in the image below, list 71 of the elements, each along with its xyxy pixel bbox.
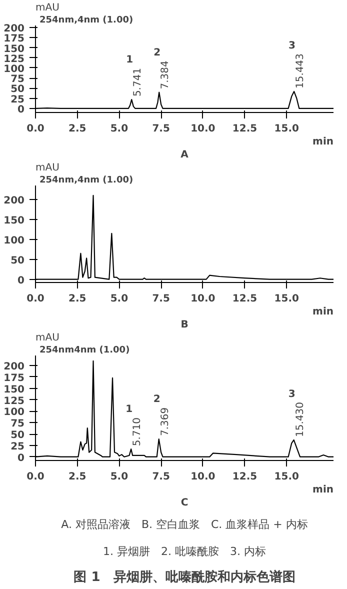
x-tick-label: 0.0 bbox=[26, 124, 44, 134]
chart-subtitle: 254nm4nm (1.00) bbox=[40, 346, 130, 356]
text: 图 1 异烟肼、吡嗪酰胺和内标色谱图 bbox=[74, 568, 296, 585]
x-tick-label: 10.0 bbox=[190, 472, 216, 482]
x-tick-label: 0.0 bbox=[26, 294, 44, 304]
y-tick-label: 150 bbox=[4, 384, 25, 396]
y-tick-label: 175 bbox=[4, 372, 25, 384]
y-tick-label: 75 bbox=[10, 418, 25, 430]
y-tick-label: 200 bbox=[4, 362, 25, 373]
x-tick-label: 12.5 bbox=[232, 124, 258, 134]
annotation: 5.741 bbox=[132, 68, 144, 97]
annotation: 7.384 bbox=[160, 60, 172, 90]
x-axis-title: min bbox=[312, 136, 334, 148]
y-tick-label: 150 bbox=[4, 44, 25, 55]
y-tick-label: 50 bbox=[10, 84, 25, 96]
y-tick-label: 75 bbox=[10, 74, 25, 86]
y-tick-label: 175 bbox=[4, 34, 25, 45]
text: C bbox=[180, 498, 188, 508]
x-axis-title: min bbox=[312, 306, 334, 318]
y-tick-label: 100 bbox=[4, 235, 25, 246]
y-tick-label: 50 bbox=[10, 255, 25, 266]
x-tick-label: 2.5 bbox=[68, 472, 86, 482]
text: A. 对照品溶液 B. 空白血浆 C. 血浆样品 + 内标 bbox=[61, 518, 308, 532]
y-tick-label: 200 bbox=[4, 195, 25, 206]
y-axis-title: mAU bbox=[36, 162, 60, 174]
text: A bbox=[180, 150, 189, 160]
x-tick-label: 7.5 bbox=[152, 294, 170, 304]
x-tick-label: 10.0 bbox=[190, 124, 216, 134]
text: B bbox=[180, 320, 188, 330]
x-tick-label: 15.0 bbox=[274, 124, 299, 134]
y-tick-label: 125 bbox=[4, 54, 25, 65]
annotation: 1 bbox=[126, 404, 133, 416]
y-tick-label: 0 bbox=[18, 452, 25, 464]
x-tick-label: 12.5 bbox=[232, 294, 258, 304]
annotation: 3 bbox=[288, 388, 296, 400]
y-axis-title: mAU bbox=[36, 2, 60, 14]
x-tick-label: 5.0 bbox=[110, 472, 128, 482]
annotation: 2 bbox=[154, 47, 161, 58]
y-tick-label: 200 bbox=[4, 24, 25, 35]
x-tick-label: 5.0 bbox=[110, 294, 128, 304]
y-tick-label: 100 bbox=[4, 407, 25, 418]
annotation: 15.430 bbox=[294, 402, 306, 437]
chart-subtitle: 254nm,4nm (1.00) bbox=[40, 176, 134, 186]
y-tick-label: 25 bbox=[10, 441, 25, 452]
x-tick-label: 2.5 bbox=[68, 294, 86, 304]
x-tick-label: 10.0 bbox=[190, 294, 216, 304]
chart-subtitle: 254nm,4nm (1.00) bbox=[40, 16, 134, 26]
x-tick-label: 5.0 bbox=[110, 124, 128, 134]
x-tick-label: 15.0 bbox=[274, 294, 299, 304]
x-axis-title: min bbox=[312, 484, 334, 496]
x-tick-label: 0.0 bbox=[26, 472, 44, 482]
annotation: 3 bbox=[288, 40, 296, 52]
y-tick-label: 0 bbox=[18, 275, 25, 286]
y-tick-label: 150 bbox=[4, 215, 25, 226]
y-tick-label: 100 bbox=[4, 64, 25, 75]
x-tick-label: 12.5 bbox=[232, 472, 258, 482]
y-axis-title: mAU bbox=[36, 332, 60, 344]
y-tick-label: 25 bbox=[10, 94, 25, 106]
annotation: 2 bbox=[153, 394, 160, 406]
x-tick-label: 15.0 bbox=[274, 472, 299, 482]
annotation: 15.443 bbox=[295, 53, 306, 88]
annotation: 1 bbox=[126, 54, 134, 66]
y-tick-label: 0 bbox=[18, 104, 25, 116]
y-tick-label: 125 bbox=[4, 396, 25, 407]
text: 1. 异烟肼 2. 吡嗪酰胺 3. 内标 bbox=[103, 545, 266, 558]
x-tick-label: 2.5 bbox=[68, 124, 86, 134]
x-tick-label: 7.5 bbox=[152, 472, 170, 482]
y-tick-label: 50 bbox=[10, 430, 25, 442]
annotation: 5.710 bbox=[132, 417, 144, 446]
x-tick-label: 7.5 bbox=[152, 124, 170, 134]
annotation: 7.369 bbox=[160, 407, 171, 436]
